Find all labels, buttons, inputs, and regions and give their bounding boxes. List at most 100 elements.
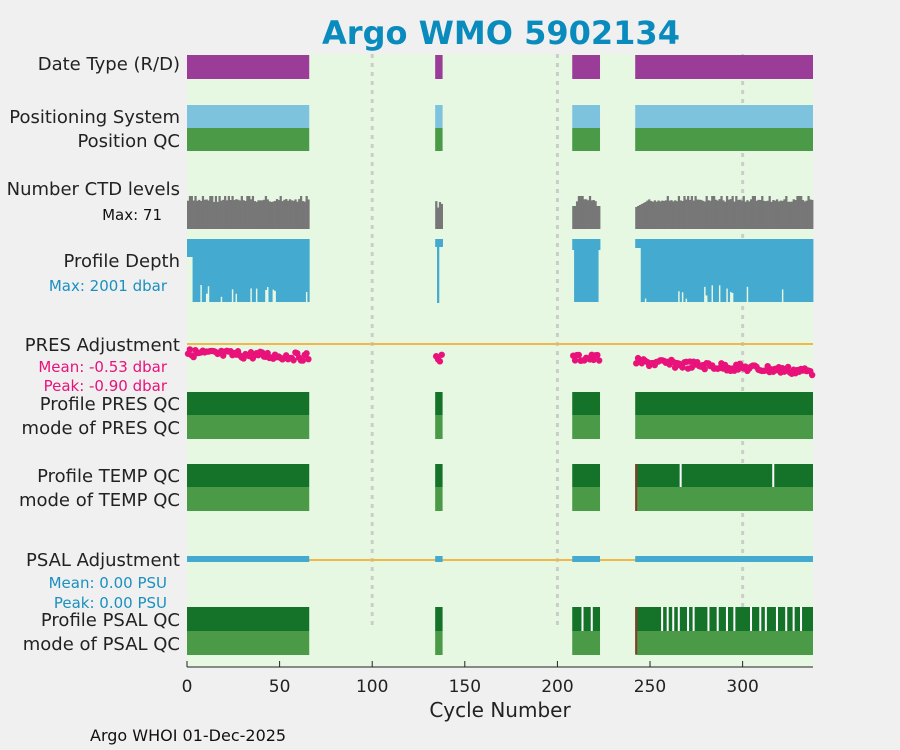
ctd-levels-bar [740, 200, 744, 229]
profile-temp-qc-segment-2 [435, 464, 443, 487]
ctd-levels-bar [664, 200, 668, 229]
psal-qc-gap [692, 607, 695, 631]
ctd-levels-bar [642, 203, 645, 229]
profile-depth-bar [785, 239, 788, 302]
ctd-levels-bar [251, 196, 255, 229]
position-qc-segment-4 [635, 128, 813, 151]
profile-depth-bar [590, 239, 594, 302]
ctd-levels-bar [248, 196, 251, 229]
profile-depth-bar [655, 239, 658, 302]
x-axis: 0 50 100 150 200 250 300 Cycle Number [182, 661, 813, 722]
ctd-levels-bar [677, 196, 681, 229]
label-positioning-system: Positioning System [9, 107, 180, 128]
psal-qc-gap [677, 607, 680, 631]
ctd-levels-bar [281, 201, 284, 229]
positioning-system-segment-3 [572, 105, 601, 128]
ctd-levels-bar [270, 201, 273, 229]
ctd-levels-bar [437, 207, 440, 229]
profile-depth-bar [753, 239, 756, 302]
profile-depth-bar [735, 239, 738, 302]
ctd-levels-bar [683, 196, 686, 229]
profile-depth-bar [583, 239, 586, 302]
profile-depth-bar [199, 239, 203, 286]
x-tick-label-0: 0 [182, 677, 193, 697]
ctd-levels-bar [731, 196, 734, 229]
profile-depth-bar [759, 239, 762, 302]
profile-depth-bar [188, 239, 192, 257]
profile-pres-qc-segment-2 [435, 392, 443, 415]
profile-depth-bar [768, 239, 771, 302]
psal-qc-gap [725, 607, 728, 631]
profile-depth-bar [238, 239, 242, 302]
profile-depth-bar [211, 239, 214, 302]
ctd-levels-bar [757, 199, 760, 229]
profile-depth-bar [222, 239, 225, 302]
ctd-levels-bar [701, 200, 705, 229]
ctd-levels-bar [187, 200, 190, 229]
profile-depth-bar [781, 239, 784, 290]
ctd-levels-bar [222, 199, 225, 229]
depth-max-stat: Max: 2001 dbar [49, 277, 168, 295]
psal-qc-gap [581, 607, 584, 631]
ctd-levels-bar [583, 199, 586, 229]
position-qc-segment-1 [187, 128, 310, 151]
profile-depth-bar [811, 239, 814, 302]
profile-depth-bar [270, 239, 273, 302]
ctd-levels-bar [768, 196, 771, 229]
ctd-levels-bar [205, 199, 208, 229]
ctd-levels-bar [661, 200, 664, 229]
ctd-levels-bar [261, 200, 264, 229]
psal-adjustment-segment-2 [435, 556, 443, 562]
profile-depth-bar [724, 239, 727, 302]
profile-depth-bar [190, 239, 193, 257]
ctd-levels-bar [720, 196, 723, 229]
ctd-levels-bar [718, 199, 721, 229]
pres-adjustment-point [784, 363, 792, 371]
pres-adjustment-point [190, 353, 197, 361]
ctd-levels-bar [666, 196, 669, 229]
ctd-levels-bar [646, 200, 649, 229]
ctd-levels-bar [651, 201, 655, 229]
ctd-levels-bar [655, 201, 658, 229]
ctd-levels-bar [692, 200, 695, 229]
profile-depth-bar [714, 239, 718, 302]
ctd-levels-bar [653, 200, 656, 229]
profile-depth-bar [757, 239, 760, 302]
temp-qc-gap [772, 464, 775, 487]
ctd-levels-bar [262, 199, 266, 229]
psal-adjustment-segment-4 [635, 556, 813, 562]
profile-depth-bar [579, 239, 582, 302]
temp-qc-gap [679, 464, 682, 487]
mode-pres-qc-segment-2 [435, 415, 443, 439]
psal-qc-gap [672, 607, 675, 631]
ctd-levels-bar [742, 196, 745, 229]
ctd-levels-bar [296, 201, 299, 229]
profile-depth-bar [703, 239, 706, 287]
profile-depth-bar [674, 239, 677, 302]
profile-depth-bar [750, 239, 753, 302]
profile-depth-bar [246, 239, 249, 302]
pres-adjustment-point [303, 350, 310, 357]
ctd-levels-bar [214, 196, 218, 229]
profile-depth-bar [440, 239, 443, 247]
profile-depth-bar [279, 239, 282, 302]
ctd-levels-bar [733, 201, 736, 229]
profile-depth-bar [218, 239, 221, 302]
profile-depth-bar [659, 239, 662, 302]
profile-depth-bar [281, 239, 284, 302]
profile-depth-bar [809, 239, 812, 302]
profile-depth-bar [588, 239, 592, 302]
profile-depth-bar [261, 239, 264, 302]
profile-depth-bar [227, 239, 230, 302]
ctd-levels-bar [703, 201, 706, 229]
profile-depth-bar [307, 239, 310, 302]
profile-depth-bar [733, 239, 736, 302]
pres-adjustment-point [575, 351, 582, 359]
profile-depth-bar [718, 239, 721, 286]
profile-depth-bar [683, 239, 686, 302]
profile-depth-bar [251, 239, 255, 302]
pres-adjustment-point [571, 357, 579, 364]
profile-depth-bar [637, 239, 640, 248]
ctd-levels-bar [288, 199, 292, 229]
ctd-levels-bar [259, 200, 262, 229]
